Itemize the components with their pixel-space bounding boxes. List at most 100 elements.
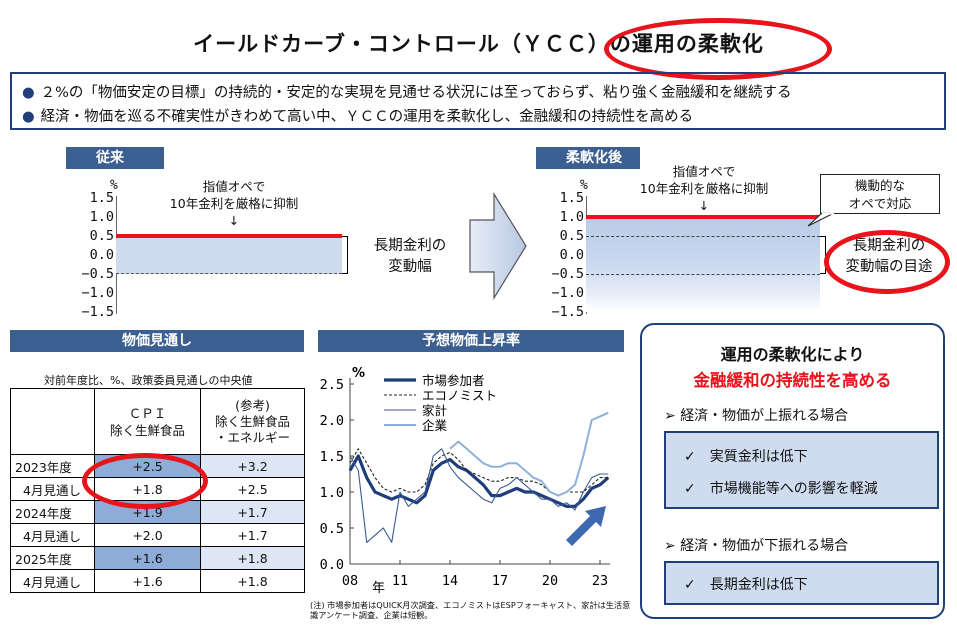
effect-panel: 運用の柔軟化により 金融緩和の持続性を高める ➢ 経済・物価が上振れる場合 ✓ … xyxy=(640,323,945,619)
table-row: 4月見通し +2.0 +1.7 xyxy=(10,523,305,547)
upward-trend-arrow-icon xyxy=(566,506,606,546)
after-callout: 機動的な オペで対応 xyxy=(820,174,940,214)
before-floor-line xyxy=(116,273,342,274)
before-range-label: 長期金利の 変動幅 xyxy=(373,238,447,275)
transition-arrow-icon xyxy=(469,192,527,300)
before-range-band xyxy=(116,236,342,274)
up-case-box: ✓ 実質金利は低下 ✓ 市場機能等への影響を軽減 xyxy=(664,431,939,509)
y-tick-label: 2.5 xyxy=(320,377,344,393)
legend-label: 市場参加者 xyxy=(422,373,485,388)
core-value: +1.7 xyxy=(200,523,305,547)
chart-y-unit: % xyxy=(352,366,365,381)
y-tick: 0.5 xyxy=(89,228,114,244)
y-tick: −1.5 xyxy=(551,304,584,320)
cpi-highlight-ring xyxy=(82,453,208,509)
bullet-icon: ● xyxy=(22,109,35,125)
effect-heading-1: 運用の柔軟化により xyxy=(720,345,865,364)
after-note: 指値オペで 10年金利を厳格に抑制 ↓ xyxy=(639,164,769,213)
x-tick-label: 17 xyxy=(492,573,508,589)
row-label: 2023年度 xyxy=(10,454,95,478)
before-cap-line xyxy=(116,234,342,238)
down-case-box: ✓ 長期金利は低下 xyxy=(664,561,939,605)
row-label: 4月見通し xyxy=(10,477,95,501)
up-item-2: ✓ 市場機能等への影響を軽減 xyxy=(684,481,878,497)
x-tick-label: 08 xyxy=(342,573,358,589)
y-tick: −1.0 xyxy=(81,285,114,301)
table-corner xyxy=(10,388,95,455)
legend-label: 家計 xyxy=(422,403,447,418)
cpi-value: +2.0 xyxy=(94,523,201,547)
range-highlight-ring xyxy=(824,230,950,294)
y-tick: 0.0 xyxy=(89,247,114,263)
summary-line-2: ● 経済・物価を巡る不確実性がきわめて高い中、ＹＣＣの運用を柔軟化し、金融緩和の持… xyxy=(22,109,694,125)
series-line-4 xyxy=(449,411,609,497)
series-line-3 xyxy=(349,448,609,543)
row-label: 4月見通し xyxy=(10,523,95,547)
summary-line-1: ● ２%の「物価安定の目標」の持続的・安定的な実現を見通せる状況には至っておらず、… xyxy=(22,85,792,101)
y-tick-label: 1.5 xyxy=(320,449,344,465)
bullet-icon: ● xyxy=(22,85,35,101)
y-tick: 1.5 xyxy=(89,190,114,206)
core-value: +2.5 xyxy=(200,477,305,501)
before-label: 従来 xyxy=(66,147,164,169)
y-tick-label: 2.0 xyxy=(320,413,344,429)
y-tick-label: 0.0 xyxy=(320,557,344,573)
after-range-band xyxy=(586,217,820,312)
core-value: +1.7 xyxy=(200,500,305,524)
before-unit: % xyxy=(110,178,118,193)
before-note: 指値オペで 10年金利を厳格に抑制 ↓ xyxy=(169,179,299,228)
x-tick-label: 20 xyxy=(542,573,558,589)
expectations-chart: % 2.5 2.0 1.5 1.0 0.5 0.008 11 14 17 20 23 年 市場参加者エコノ… xyxy=(320,366,610,596)
y-tick: 1.5 xyxy=(559,190,584,206)
core-header: (参考) 除く生鮮食品 ・エネルギー xyxy=(200,388,305,455)
y-tick: 1.0 xyxy=(89,209,114,225)
table-row: 4月見通し +1.6 +1.8 xyxy=(10,569,305,593)
y-tick: 1.0 xyxy=(559,209,584,225)
y-tick: −1.0 xyxy=(551,285,584,301)
x-tick-label: 23 xyxy=(592,573,608,589)
legend-label: 企業 xyxy=(422,418,448,433)
core-value: +1.8 xyxy=(200,546,305,570)
chart-note: (注) 市場参加者はQUICK月次調査、エコノミストはESPフォーキャスト、家計… xyxy=(310,600,631,620)
series-line-1 xyxy=(348,454,610,508)
row-label: 2025年度 xyxy=(10,546,95,570)
row-label: 4月見通し xyxy=(10,569,95,593)
price-outlook-caption: 対前年度比、%、政策委員見通しの中央値 xyxy=(44,374,253,387)
down-case-label: ➢ 経済・物価が下振れる場合 xyxy=(664,538,849,554)
before-range-bracket xyxy=(342,236,348,274)
chart-title-label: 予想物価上昇率 xyxy=(318,330,624,352)
table-row: 2025年度 +1.6 +1.8 xyxy=(10,546,305,570)
after-label: 柔軟化後 xyxy=(536,147,640,169)
summary-box: ● ２%の「物価安定の目標」の持続的・安定的な実現を見通せる状況には至っておらず、… xyxy=(10,72,946,130)
legend-label: エコノミスト xyxy=(422,388,497,403)
cpi-header: ＣＰＩ 除く生鮮食品 xyxy=(94,388,201,455)
x-tick-label: 14 xyxy=(442,573,458,589)
check-icon: ✓ xyxy=(684,449,696,465)
cpi-value: +1.6 xyxy=(94,546,201,570)
y-tick: 0.5 xyxy=(559,228,584,244)
chart-x-unit: 年 xyxy=(372,581,385,596)
check-icon: ✓ xyxy=(684,481,696,497)
y-tick-label: 0.5 xyxy=(320,521,344,537)
down-item-1: ✓ 長期金利は低下 xyxy=(684,577,808,593)
y-tick-label: 1.0 xyxy=(320,485,344,501)
y-tick: −0.5 xyxy=(81,266,114,282)
after-cap-line xyxy=(586,215,820,219)
case-arrow-icon: ➢ xyxy=(664,538,676,554)
y-tick: −1.5 xyxy=(81,304,114,320)
up-item-1: ✓ 実質金利は低下 xyxy=(684,449,808,465)
after-old-cap-line xyxy=(586,236,820,237)
price-outlook-label: 物価見通し xyxy=(10,330,304,352)
callout-pointer-icon xyxy=(807,212,835,227)
cpi-value: +1.6 xyxy=(94,569,201,593)
core-value: +1.8 xyxy=(200,569,305,593)
up-case-label: ➢ 経済・物価が上振れる場合 xyxy=(664,408,849,424)
check-icon: ✓ xyxy=(684,577,696,593)
after-unit: % xyxy=(580,178,588,193)
y-tick: −0.5 xyxy=(551,266,584,282)
y-tick: 0.0 xyxy=(559,247,584,263)
case-arrow-icon: ➢ xyxy=(664,408,676,424)
row-label: 2024年度 xyxy=(10,500,95,524)
core-value: +3.2 xyxy=(200,454,305,478)
title-highlight-ring xyxy=(604,18,832,80)
